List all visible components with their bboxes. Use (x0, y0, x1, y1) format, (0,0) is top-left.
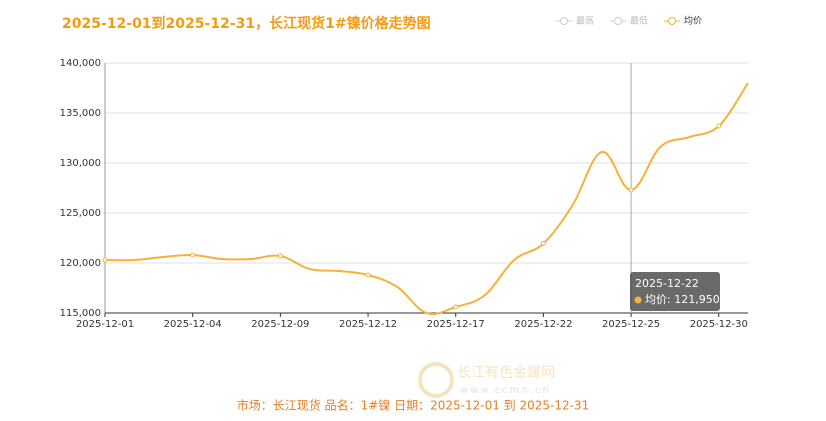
x-tick-label: 2025-12-04 (164, 319, 222, 330)
watermark-logo (418, 362, 454, 398)
y-tick-label: 135,000 (60, 108, 101, 119)
y-tick-label: 130,000 (60, 158, 101, 169)
y-tick-label: 125,000 (60, 208, 101, 219)
y-tick-label: 140,000 (60, 58, 101, 69)
watermark-name: 长江有色金属网 (457, 364, 555, 381)
point (628, 187, 634, 193)
point (102, 257, 108, 263)
tooltip-text: 均价: 121,950 (645, 293, 720, 306)
tooltip-marker (634, 296, 642, 304)
watermark-url: www.ccmn.cn (460, 385, 551, 396)
watermark: 长江有色金属网 www.ccmn.cn (418, 362, 555, 398)
x-tick-label: 2025-12-12 (339, 319, 397, 330)
point (453, 304, 459, 310)
x-tick-label: 2025-12-17 (427, 319, 485, 330)
y-tick-label: 115,000 (60, 308, 101, 319)
point (190, 252, 196, 258)
legend-marker (560, 17, 568, 25)
legend-label: 最高 (576, 15, 594, 27)
legend-label: 最低 (630, 15, 648, 27)
x-tick-label: 2025-12-09 (251, 319, 309, 330)
x-tick-label: 2025-12-22 (514, 319, 572, 330)
x-tick-label: 2025-12-30 (690, 319, 748, 330)
point (365, 272, 371, 278)
point (277, 253, 283, 259)
footer: 市场：长江现货 品名：1#镍 日期：2025-12-01 到 2025-12-3… (237, 398, 589, 413)
legend-label: 均价 (684, 15, 702, 27)
tooltip-box (630, 272, 720, 311)
legend-marker (668, 17, 676, 25)
tooltip: 2025-12-22 均价: 121,950 (630, 272, 720, 311)
point (540, 241, 546, 246)
line (104, 82, 749, 316)
y-tick-label: 120,000 (60, 258, 101, 269)
legend-marker (614, 17, 622, 25)
tooltip-date: 2025-12-22 (635, 277, 699, 290)
x-tick-label: 2025-12-25 (602, 319, 660, 330)
point (716, 123, 722, 129)
chart-title: 2025-12-01到2025-12-31，长江现货1#镍价格走势图 (62, 15, 431, 32)
x-tick-label: 2025-12-01 (76, 319, 134, 330)
